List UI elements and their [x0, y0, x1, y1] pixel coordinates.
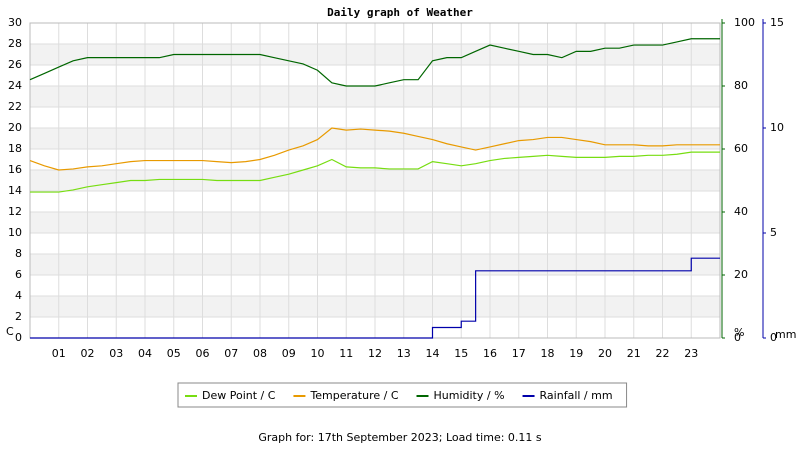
y-tick-label: 26: [8, 58, 22, 71]
y3-tick-label: 10: [770, 121, 784, 134]
x-tick-label: 11: [339, 347, 353, 360]
y-tick-label: 8: [15, 247, 22, 260]
x-tick-label: 06: [196, 347, 210, 360]
y3-tick-label: 0: [770, 331, 777, 344]
x-tick-label: 09: [282, 347, 296, 360]
x-tick-label: 02: [81, 347, 95, 360]
y-tick-label: 22: [8, 100, 22, 113]
series-line: [30, 257, 720, 339]
y-tick-label: 30: [8, 16, 22, 29]
y-tick-label: 14: [8, 184, 22, 197]
y-tick-label: 0: [15, 331, 22, 344]
x-tick-label: 07: [224, 347, 238, 360]
y-tick-label: 16: [8, 163, 22, 176]
legend-label: Temperature / C: [309, 389, 398, 402]
y-tick-label: 20: [8, 121, 22, 134]
x-tick-label: 01: [52, 347, 66, 360]
legend-label: Humidity / %: [434, 389, 505, 402]
y2-axis-label: %: [734, 326, 744, 339]
y-tick-label: 18: [8, 142, 22, 155]
y2-tick-label: 60: [734, 142, 748, 155]
footer: Graph for: 17th September 2023; Load tim…: [258, 431, 542, 444]
x-tick-label: 21: [627, 347, 641, 360]
y2-tick-label: 80: [734, 79, 748, 92]
y-tick-label: 28: [8, 37, 22, 50]
x-tick-label: 16: [483, 347, 497, 360]
y-tick-label: 12: [8, 205, 22, 218]
x-tick-label: 23: [684, 347, 698, 360]
x-tick-label: 12: [368, 347, 382, 360]
x-tick-label: 18: [541, 347, 555, 360]
y-tick-label: 4: [15, 289, 22, 302]
x-tick-label: 17: [512, 347, 526, 360]
y2-tick-label: 20: [734, 268, 748, 281]
legend-label: Rainfall / mm: [540, 389, 613, 402]
y-tick-label: 6: [15, 268, 22, 281]
x-tick-label: 14: [426, 347, 440, 360]
x-tick-label: 13: [397, 347, 411, 360]
x-tick-label: 20: [598, 347, 612, 360]
y2-tick-label: 100: [734, 16, 755, 29]
legend: Dew Point / C Temperature / C Humidity / %…: [177, 382, 628, 408]
series-line: [30, 151, 720, 193]
x-tick-label: 03: [109, 347, 123, 360]
x-tick-label: 08: [253, 347, 267, 360]
x-tick-label: 10: [311, 347, 325, 360]
series-line: [29, 127, 720, 171]
chart-title: Daily graph of Weather: [327, 6, 473, 19]
y-tick-label: 2: [15, 310, 22, 323]
y-tick-label: 10: [8, 226, 22, 239]
legend-label: Dew Point / C: [202, 389, 276, 402]
legend-box: [177, 382, 628, 408]
y3-tick-label: 5: [770, 226, 777, 239]
y2-tick-label: 40: [734, 205, 748, 218]
y2-tick-label: 0: [734, 331, 741, 344]
y3-tick-label: 15: [770, 16, 784, 29]
x-tick-label: 15: [454, 347, 468, 360]
series-line: [29, 38, 720, 87]
y-tick-label: 24: [8, 79, 22, 92]
x-tick-label: 05: [167, 347, 181, 360]
x-tick-label: 04: [138, 347, 152, 360]
x-tick-label: 19: [569, 347, 583, 360]
y3-axis-label: mm: [775, 328, 796, 341]
y-axis-label: C: [6, 325, 14, 338]
x-tick-label: 22: [656, 347, 670, 360]
